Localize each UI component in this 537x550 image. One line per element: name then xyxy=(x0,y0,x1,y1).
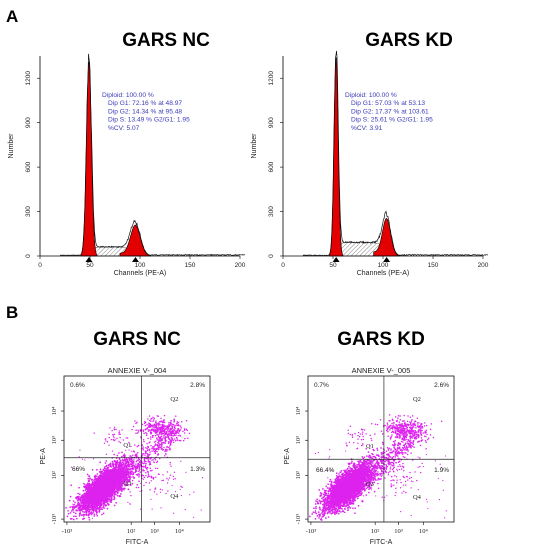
panel-label-b: B xyxy=(6,303,18,322)
y-axis-title: PE-A xyxy=(40,448,47,465)
x-tick-label: 200 xyxy=(235,262,246,269)
histogram-envelope xyxy=(302,50,489,256)
quadrant-upper-left-value: 0.7% xyxy=(314,382,329,389)
x-axis-title: FITC-A xyxy=(126,539,149,546)
quadrant-upper-right-value: 2.8% xyxy=(190,382,205,389)
x-tick-label: 150 xyxy=(185,262,196,269)
y-tick-label: 10² xyxy=(295,471,302,480)
y-axis-title: Number xyxy=(251,133,258,159)
y-axis-title: PE-A xyxy=(284,448,291,465)
x-tick-label: 0 xyxy=(38,262,42,269)
x-tick-label: 10² xyxy=(371,528,380,535)
stats-line-2: Dip G1: 57.03 % at 53.13 xyxy=(351,100,425,107)
stats-line-2: Dip G1: 72.16 % at 48.97 xyxy=(108,100,182,107)
y-tick-label: 0 xyxy=(25,254,32,258)
quadrant-upper-left-value: 0.6% xyxy=(70,382,85,389)
quadrant-q3-label: Q3 xyxy=(123,480,131,487)
y-axis-title: Number xyxy=(8,133,15,159)
stats-line-3: Dip G2: 17.37 % at 103.61 xyxy=(351,108,429,115)
stats-line-5: %CV: 5.07 xyxy=(108,125,140,132)
quadrant-upper-right-value: 2.6% xyxy=(434,382,449,389)
x-axis-title: Channels (PE-A) xyxy=(357,270,410,277)
quadrant-lower-left-value: 66.4% xyxy=(316,467,335,474)
x-tick-label: 50 xyxy=(329,262,337,269)
scatter-plot-title: ANNEXIE V-_004 xyxy=(108,366,167,375)
y-tick-label: 10³ xyxy=(51,436,58,445)
histogram-panel-2: GARS KD 0 50 100 150 200 0 300 600 900 1200 Channel… xyxy=(251,30,489,277)
histogram-envelope xyxy=(59,53,246,257)
x-tick-label: 10³ xyxy=(394,528,403,535)
x-tick-label: 50 xyxy=(86,262,94,269)
panels: GARS NC 0 50 100 150 200 0 300 600 900 1200 Channel… xyxy=(8,30,489,546)
scatter-title: GARS KD xyxy=(337,329,425,350)
y-tick-label: 600 xyxy=(25,161,32,172)
scatter-frame xyxy=(63,375,211,523)
quadrant-lower-left-value: 66% xyxy=(72,466,85,473)
x-tick-label: 100 xyxy=(378,262,389,269)
stats-line-1: Diploid: 100.00 % xyxy=(345,92,397,99)
quadrant-q1-label: Q1 xyxy=(123,442,131,449)
x-axis-title: FITC-A xyxy=(370,539,393,546)
y-tick-label: 900 xyxy=(268,117,275,128)
stats-line-4: Dip S: 25.61 % G2/G1: 1.95 xyxy=(351,117,433,124)
stats-line-4: Dip S: 13.49 % G2/G1: 1.95 xyxy=(108,117,190,124)
scatter-points xyxy=(309,414,447,521)
y-tick-label: -10³ xyxy=(295,514,302,525)
histogram-title: GARS NC xyxy=(122,30,210,51)
quadrant-lower-right-value: 1.3% xyxy=(190,466,205,473)
y-tick-label: 10³ xyxy=(295,436,302,445)
g2-peak xyxy=(119,224,152,257)
x-tick-label: 10⁴ xyxy=(419,528,429,535)
stats-line-5: %CV: 3.91 xyxy=(351,125,383,132)
stats-line-3: Dip G2: 14.34 % at 95.48 xyxy=(108,108,182,115)
y-tick-label: 10⁴ xyxy=(295,406,302,416)
x-tick-label: 200 xyxy=(478,262,489,269)
g2-peak xyxy=(373,218,401,257)
y-tick-label: -10³ xyxy=(51,514,58,525)
scatter-plot-title: ANNEXIE V-_005 xyxy=(352,366,411,375)
x-axis-title: Channels (PE-A) xyxy=(114,270,167,277)
x-tick-label: -10³ xyxy=(306,528,317,535)
y-tick-label: 300 xyxy=(25,206,32,217)
quadrant-q2-label: Q2 xyxy=(413,396,421,403)
peak-marker xyxy=(131,257,139,262)
scatter-frame xyxy=(307,375,455,523)
x-tick-label: 100 xyxy=(135,262,146,269)
scatter-points xyxy=(65,414,204,521)
y-tick-label: 0 xyxy=(268,254,275,258)
histogram-panel-1: GARS NC 0 50 100 150 200 0 300 600 900 1200 Channel… xyxy=(8,30,246,277)
quadrant-q4-label: Q4 xyxy=(170,493,179,500)
y-tick-label: 10² xyxy=(51,471,58,480)
peak-marker xyxy=(85,257,93,262)
x-tick-label: -10³ xyxy=(62,528,73,535)
x-tick-label: 150 xyxy=(428,262,439,269)
y-tick-label: 1200 xyxy=(25,71,32,86)
x-tick-label: 10³ xyxy=(150,528,159,535)
y-tick-label: 1200 xyxy=(268,71,275,86)
scatter-panel-1: GARS NC ANNEXIE V-_004 0.6% 2.8% 66% 1.3% Q1 Q2… xyxy=(40,329,211,546)
y-tick-label: 300 xyxy=(268,206,275,217)
y-tick-label: 600 xyxy=(268,161,275,172)
quadrant-q3-label: Q3 xyxy=(366,481,374,488)
y-tick-label: 900 xyxy=(25,117,32,128)
peak-marker xyxy=(332,257,340,262)
y-tick-label: 10⁴ xyxy=(51,406,58,416)
quadrant-q2-label: Q2 xyxy=(170,396,178,403)
stats-line-1: Diploid: 100.00 % xyxy=(102,92,154,99)
histogram-title: GARS KD xyxy=(365,30,453,51)
peak-marker xyxy=(383,257,391,262)
scatter-panel-2: GARS KD ANNEXIE V-_005 0.7% 2.6% 66.4% 1.9% Q1… xyxy=(284,329,455,546)
x-tick-label: 0 xyxy=(281,262,285,269)
scatter-title: GARS NC xyxy=(93,329,181,350)
panel-label-a: A xyxy=(6,7,18,26)
quadrant-lower-right-value: 1.9% xyxy=(434,467,449,474)
x-tick-label: 10² xyxy=(127,528,136,535)
quadrant-q1-label: Q1 xyxy=(366,443,374,450)
x-tick-label: 10⁴ xyxy=(175,528,185,535)
quadrant-q4-label: Q4 xyxy=(413,494,422,501)
